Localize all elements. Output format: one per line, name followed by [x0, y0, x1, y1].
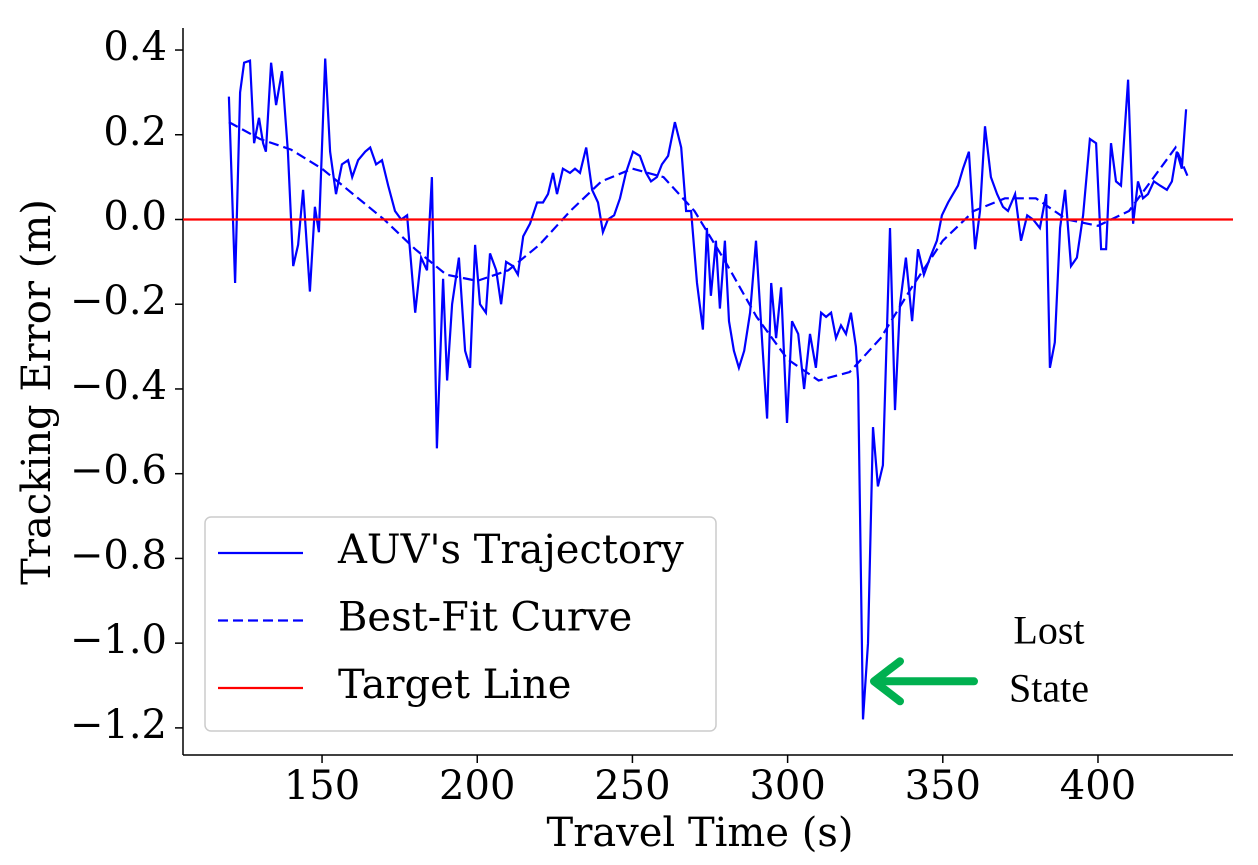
y-tick-label: −1.0: [70, 617, 167, 663]
x-tick-label: 350: [905, 763, 981, 809]
x-tick-label: 300: [749, 763, 825, 809]
x-axis-label: Travel Time (s): [547, 810, 854, 856]
y-tick-label: 0.4: [103, 24, 167, 70]
legend-box: [204, 516, 717, 732]
annotation-text: Lost: [1013, 607, 1084, 652]
x-tick-label: 150: [284, 763, 360, 809]
y-tick-label: −0.6: [70, 448, 167, 494]
x-tick-label: 200: [439, 763, 515, 809]
annotation-arrowhead: [869, 657, 904, 706]
y-tick-label: −0.8: [70, 532, 167, 578]
data-line: [228, 121, 1190, 382]
y-tick-label: 0.2: [103, 109, 167, 155]
y-tick-label: −0.4: [70, 363, 167, 409]
y-tick-label: 0.0: [103, 193, 167, 239]
annotation-text: State: [1009, 665, 1089, 710]
legend-label: AUV's Trajectory: [337, 527, 684, 573]
y-tick-label: −0.2: [70, 278, 167, 324]
legend-label: Target Line: [338, 662, 571, 708]
y-axis-label: Tracking Error (m): [14, 199, 60, 585]
y-tick-label: −1.2: [70, 702, 167, 748]
x-tick-label: 400: [1060, 763, 1136, 809]
x-tick-label: 250: [594, 763, 670, 809]
legend-label: Best-Fit Curve: [338, 595, 632, 641]
